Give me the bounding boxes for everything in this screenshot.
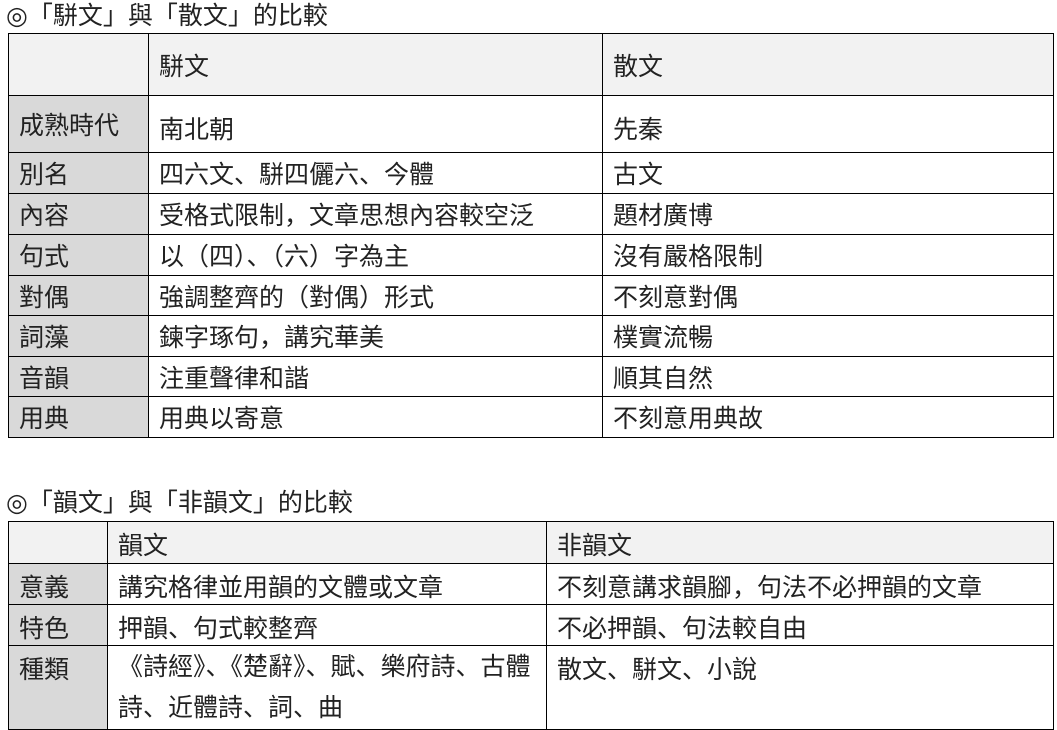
row-label: 別名 xyxy=(8,152,149,194)
row-label: 意義 xyxy=(8,563,108,605)
cell: 《詩經》、《楚辭》、賦、樂府詩、古體詩、近體詩、詞、曲 xyxy=(107,645,547,730)
table-row: 意義 講究格律並用韻的文體或文章 不刻意講求韻腳，句法不必押韻的文章 xyxy=(8,563,1054,605)
yunwen-feiyunwen-table: 韻文 非韻文 意義 講究格律並用韻的文體或文章 不刻意講求韻腳，句法不必押韻的文… xyxy=(8,521,1054,730)
row-label: 特色 xyxy=(8,604,108,646)
row-label: 用典 xyxy=(8,396,149,438)
cell: 鍊字琢句，講究華美 xyxy=(148,315,603,357)
section-title-yunwen-feiyunwen: ◎「韻文」與「非韻文」的比較 xyxy=(6,488,353,517)
cell: 不刻意用典故 xyxy=(602,396,1054,438)
cell: 散文、駢文、小說 xyxy=(546,645,1054,730)
cell: 受格式限制，文章思想內容較空泛 xyxy=(148,193,603,235)
table-row: 特色 押韻、句式較整齊 不必押韻、句法較自由 xyxy=(8,604,1054,646)
cell: 以（四）、（六）字為主 xyxy=(148,234,603,276)
cell: 注重聲律和諧 xyxy=(148,356,603,397)
table-row: 詞藻 鍊字琢句，講究華美 樸實流暢 xyxy=(8,315,1054,357)
row-label: 音韻 xyxy=(8,356,149,397)
header-cell: 韻文 xyxy=(107,521,547,564)
row-label: 成熟時代 xyxy=(8,95,149,153)
table-row: 種類 《詩經》、《楚辭》、賦、樂府詩、古體詩、近體詩、詞、曲 散文、駢文、小說 xyxy=(8,645,1054,730)
row-label: 句式 xyxy=(8,234,149,276)
header-cell xyxy=(8,33,149,96)
cell: 樸實流暢 xyxy=(602,315,1054,357)
cell: 不刻意對偶 xyxy=(602,275,1054,316)
table-row: 內容 受格式限制，文章思想內容較空泛 題材廣博 xyxy=(8,193,1054,235)
cell: 不刻意講求韻腳，句法不必押韻的文章 xyxy=(546,563,1054,605)
cell: 先秦 xyxy=(602,95,1054,153)
cell: 古文 xyxy=(602,152,1054,194)
table-row: 成熟時代 南北朝 先秦 xyxy=(8,95,1054,153)
cell: 題材廣博 xyxy=(602,193,1054,235)
header-cell: 非韻文 xyxy=(546,521,1054,564)
cell: 講究格律並用韻的文體或文章 xyxy=(107,563,547,605)
cell: 順其自然 xyxy=(602,356,1054,397)
table-header-row: 韻文 非韻文 xyxy=(8,521,1054,564)
table-row: 句式 以（四）、（六）字為主 沒有嚴格限制 xyxy=(8,234,1054,276)
header-cell xyxy=(8,521,108,564)
cell: 強調整齊的（對偶）形式 xyxy=(148,275,603,316)
pianwen-sanwen-table: 駢文 散文 成熟時代 南北朝 先秦 別名 四六文、駢四儷六、今體 古文 內容 受… xyxy=(8,33,1054,438)
table-header-row: 駢文 散文 xyxy=(8,33,1054,96)
table-row: 用典 用典以寄意 不刻意用典故 xyxy=(8,396,1054,438)
table-row: 對偶 強調整齊的（對偶）形式 不刻意對偶 xyxy=(8,275,1054,316)
row-label: 內容 xyxy=(8,193,149,235)
header-cell: 駢文 xyxy=(148,33,603,96)
row-label: 對偶 xyxy=(8,275,149,316)
cell: 不必押韻、句法較自由 xyxy=(546,604,1054,646)
section-title-pianwen-sanwen: ◎「駢文」與「散文」的比較 xyxy=(6,1,328,30)
row-label: 詞藻 xyxy=(8,315,149,357)
cell: 南北朝 xyxy=(148,95,603,153)
row-label: 種類 xyxy=(8,645,108,730)
cell: 押韻、句式較整齊 xyxy=(107,604,547,646)
cell: 沒有嚴格限制 xyxy=(602,234,1054,276)
table-row: 音韻 注重聲律和諧 順其自然 xyxy=(8,356,1054,397)
table-row: 別名 四六文、駢四儷六、今體 古文 xyxy=(8,152,1054,194)
cell: 用典以寄意 xyxy=(148,396,603,438)
cell: 四六文、駢四儷六、今體 xyxy=(148,152,603,194)
header-cell: 散文 xyxy=(602,33,1054,96)
